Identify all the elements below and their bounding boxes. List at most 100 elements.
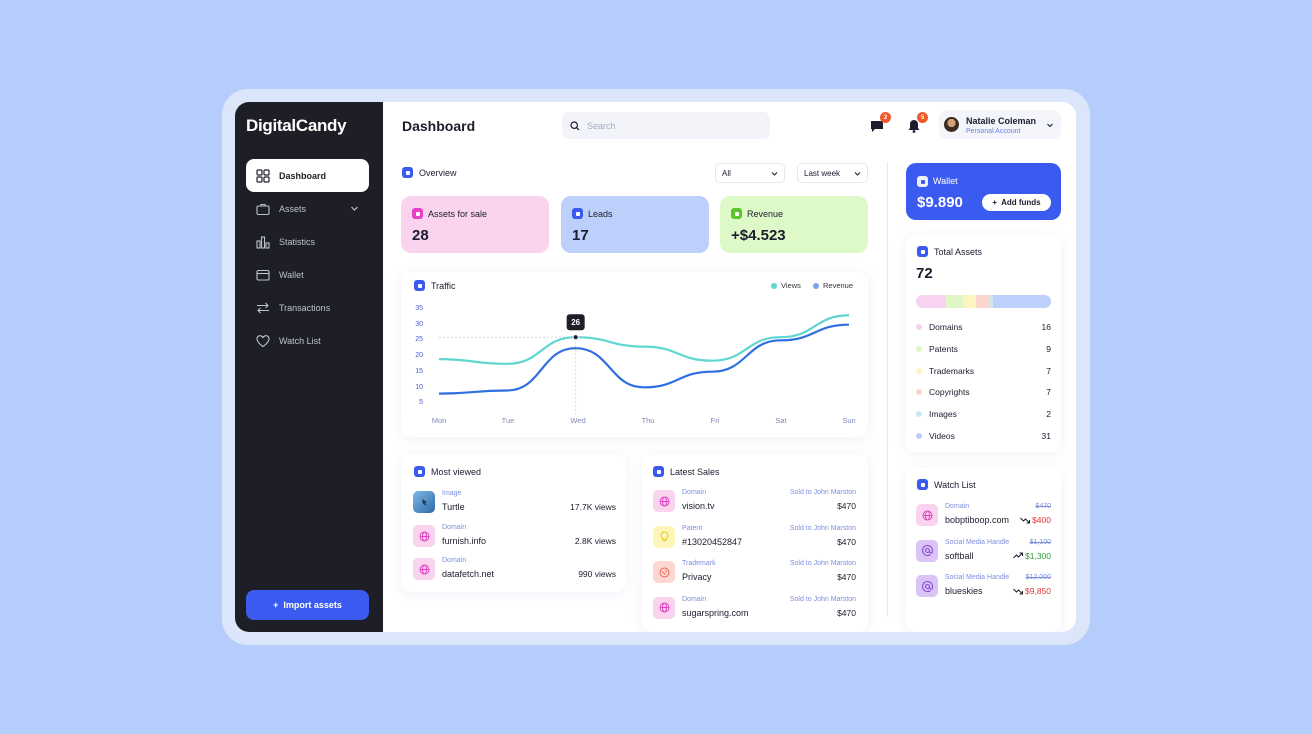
swap-icon [257,302,269,313]
avatar [944,117,959,132]
y-tick: 20 [415,352,423,359]
image-thumbnail [413,491,435,513]
divider [887,162,888,617]
y-tick: 15 [415,368,423,375]
old-price: $12,000 [1025,574,1051,581]
x-tick: Tue [501,416,515,425]
total-assets-header: Total Assets [917,246,982,257]
traffic-card [401,272,868,437]
sidebar-item-dashboard[interactable]: Dashboard [246,159,369,192]
y-tick: 25 [415,336,423,343]
messages-button[interactable]: 2 [868,112,891,135]
most-viewed-header: Most viewed [414,466,481,477]
bar-chart-icon [256,235,270,249]
tag-icon [412,208,423,219]
app-window: DigitalCandy Dashboard Assets Statistics… [235,102,1076,632]
bar-segment-copyrights [976,295,990,308]
messages-badge: 2 [880,112,891,123]
at-icon [921,580,933,592]
legend-swatch [813,282,819,289]
x-tick: Sun [842,416,856,425]
asset-row[interactable]: Trademarks 7 [916,364,1051,378]
list-item[interactable]: Domain datafetch.net 990 views [413,555,616,583]
watch-list-item[interactable]: Domain bobptiboop.com $470 $400 [916,501,1051,529]
sale-row[interactable]: Patent #13020452847 Sold to John Marston $4… [653,523,856,551]
series-line-revenue [438,323,850,395]
asset-color-dot [916,324,922,330]
asset-color-dot [916,411,922,418]
chevron-down-icon [771,172,778,176]
watch-thumbnail [916,575,938,597]
kpi-leads[interactable]: Leads 17 [561,196,709,253]
user-name: Natalie Coleman [966,116,1037,126]
sidebar-item-wallet[interactable]: Wallet [246,258,369,291]
filter-period-select[interactable]: Last week [797,163,868,183]
asset-color-dot [916,433,922,439]
kpi-assets-for-sale[interactable]: Assets for sale 28 [401,196,549,253]
notifications-button[interactable]: 5 [905,112,928,135]
price-change: $1,300 [1013,551,1051,561]
grid-icon [256,168,270,183]
asset-row[interactable]: Domains 16 [916,320,1051,334]
wallet-icon [917,176,928,187]
globe-icon [659,602,669,613]
new-price: $1,300 [1025,550,1051,561]
asset-row[interactable]: Copyrights 7 [916,385,1051,399]
watch-list-item[interactable]: Social Media Handle blueskies $12,000 $9,85… [916,572,1051,600]
traffic-chart: 26 [438,314,850,414]
page-title: Dashboard [402,118,476,134]
add-funds-button[interactable]: + Add funds [982,194,1051,211]
sidebar-item-label: Dashboard [279,170,327,181]
sale-row[interactable]: Domain vision.tv Sold to John Marston $470 [653,487,856,515]
chevron-down-icon[interactable] [350,204,359,213]
sidebar-item-statistics[interactable]: Statistics [246,225,369,258]
watch-list-item[interactable]: Social Media Handle softball $1,100 $1,300 [916,537,1051,565]
legend-views: Views [771,281,801,290]
user-menu[interactable]: Natalie Coleman Personal Account [939,110,1061,139]
sidebar-item-assets[interactable]: Assets [246,192,369,225]
sale-thumbnail [653,596,675,619]
globe-icon [419,564,429,574]
new-price: $400 [1032,515,1051,525]
old-price: $1,100 [1029,538,1051,546]
price-change: $400 [1020,515,1051,525]
bar-segment-images [989,295,993,308]
sale-thumbnail [653,561,675,583]
asset-row[interactable]: Patents 9 [916,342,1051,356]
y-tick: 5 [419,399,423,406]
highlight-point[interactable] [572,334,579,341]
legend-swatch [771,282,777,289]
list-item[interactable]: Domain furnish.info 2.8K views [413,522,616,550]
notifications-badge: 5 [917,112,928,123]
sidebar-item-watch-list[interactable]: Watch List [246,324,369,357]
kpi-revenue[interactable]: Revenue +$4.523 [720,196,868,253]
traffic-header: Traffic [414,280,456,291]
asset-row[interactable]: Images 2 [916,407,1051,421]
turtle-image-icon [421,498,427,506]
watch-thumbnail [916,504,938,526]
x-tick: Thu [641,416,655,425]
import-assets-button[interactable]: + Import assets [246,590,369,620]
search-input[interactable]: Search [562,112,770,139]
series-line-views [438,314,850,365]
trademark-icon [659,567,669,577]
globe-icon [419,531,429,541]
sale-row[interactable]: Trademark Privacy Sold to John Marston $470 [653,558,856,586]
globe-thumbnail [413,525,435,547]
sidebar-item-label: Assets [279,203,307,214]
sale-thumbnail [653,525,675,548]
asset-color-dot [916,345,922,352]
list-item[interactable]: Image Turtle 17.7K views [413,488,616,516]
globe-thumbnail [413,558,435,580]
bar-segment-videos [992,295,1051,308]
globe-icon [659,496,669,506]
logo: DigitalCandy [246,116,347,135]
x-tick: Wed [570,416,586,425]
globe-icon [922,510,932,520]
sale-row[interactable]: Domain sugarspring.com Sold to John Marsto… [653,594,856,622]
filter-all-select[interactable]: All [715,163,785,183]
heart-icon [256,334,270,347]
sidebar-item-transactions[interactable]: Transactions [246,291,369,324]
asset-row[interactable]: Videos 31 [916,429,1051,443]
tooltip-box [566,314,585,331]
